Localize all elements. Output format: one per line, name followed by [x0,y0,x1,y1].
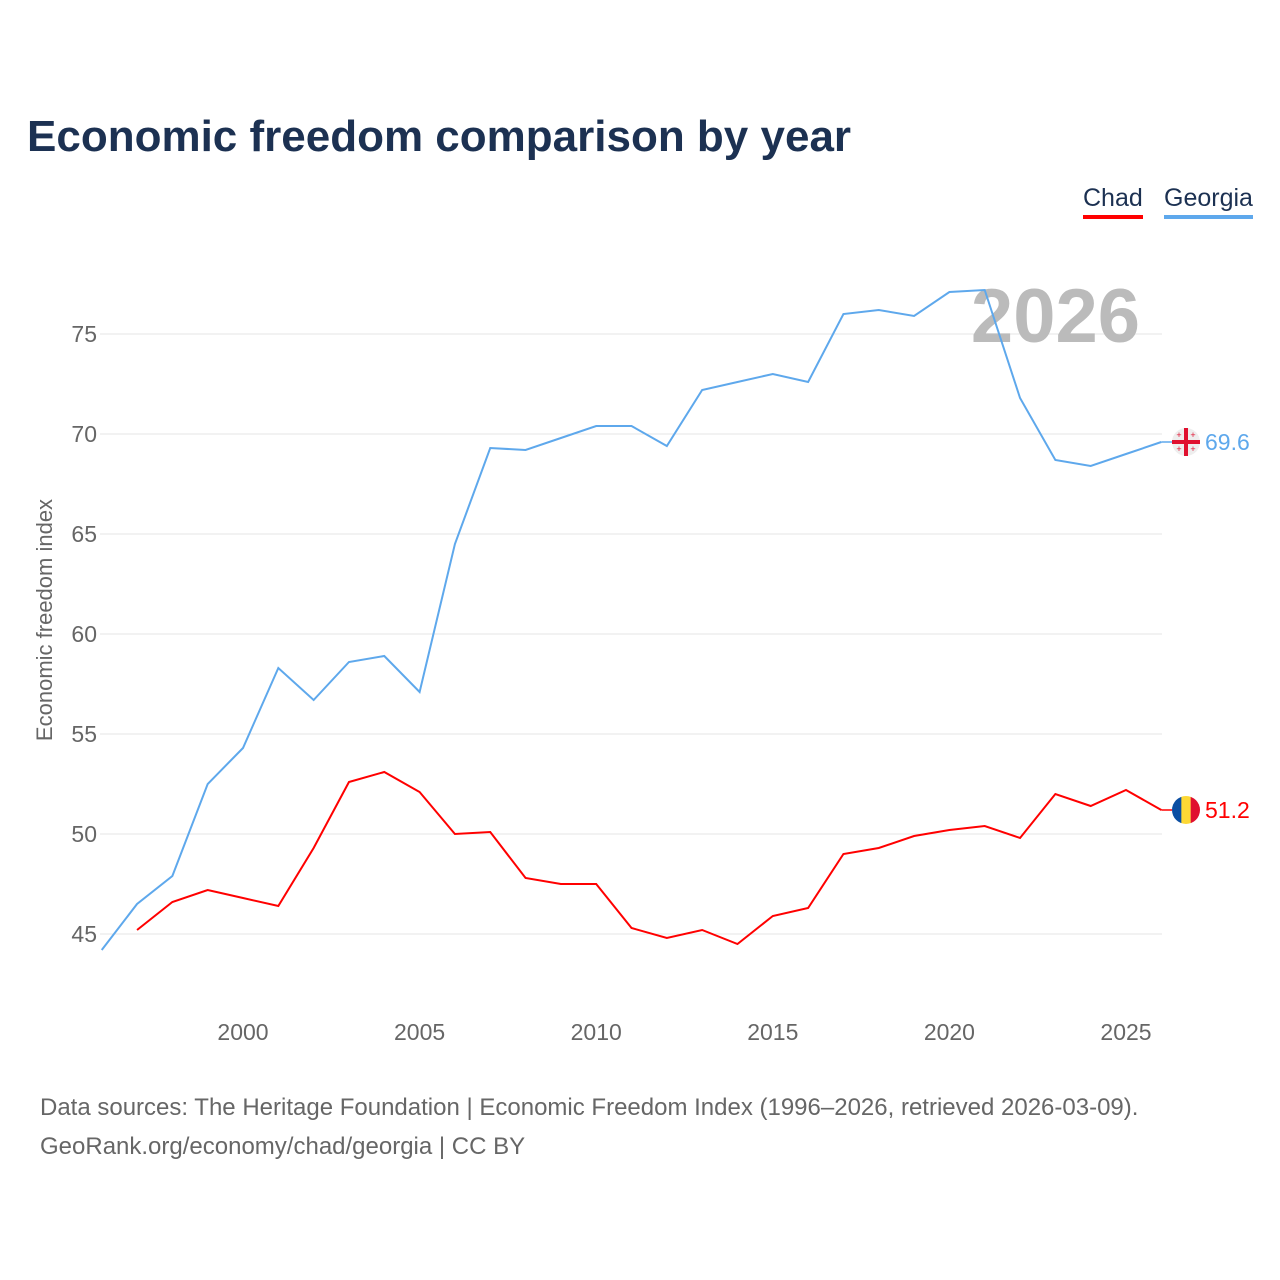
series-line-chad [136,770,1162,946]
source-note: Data sources: The Heritage Foundation | … [40,1094,1139,1121]
y-tick-label: 70 [71,421,97,447]
legend-item-georgia[interactable]: Georgia [1164,184,1253,219]
y-tick-label: 75 [71,321,97,347]
georgia-flag-small-cross: + [1190,444,1195,454]
series-line-georgia [100,288,1162,951]
y-tick-label: 60 [71,621,97,647]
y-tick-label: 65 [71,521,97,547]
georgia-flag-small-cross: + [1190,430,1195,440]
source-link[interactable]: GeoRank.org/economy/chad/georgia | CC BY [40,1133,526,1160]
x-tick-label: 2005 [394,1019,445,1045]
year-watermark: 2026 [971,274,1140,359]
georgia-flag-small-cross: + [1176,444,1181,454]
x-tick-label: 2020 [924,1019,975,1045]
x-tick-label: 2025 [1100,1019,1151,1045]
legend-item-chad[interactable]: Chad [1083,184,1143,219]
y-axis-label: Economic freedom index [32,499,57,741]
y-tick-label: 45 [71,921,97,947]
footer: Data sources: The Heritage Foundation | … [40,1088,1138,1166]
y-tick-label: 55 [71,721,97,747]
x-tick-label: 2010 [571,1019,622,1045]
chart-title: Economic freedom comparison by year [27,112,852,161]
x-tick-label: 2015 [747,1019,798,1045]
x-tick-label: 2000 [217,1019,268,1045]
georgia-flag-cross [1184,428,1188,456]
end-value-label-chad: 51.2 [1205,797,1250,823]
chad-flag-stripe [1181,796,1191,824]
y-tick-label: 50 [71,821,97,847]
end-value-label-georgia: 69.6 [1205,429,1250,455]
chad-flag-icon [1172,796,1200,824]
georgia-flag-small-cross: + [1176,430,1181,440]
chad-flag-stripe [1190,796,1200,824]
chad-flag-stripe [1172,796,1182,824]
